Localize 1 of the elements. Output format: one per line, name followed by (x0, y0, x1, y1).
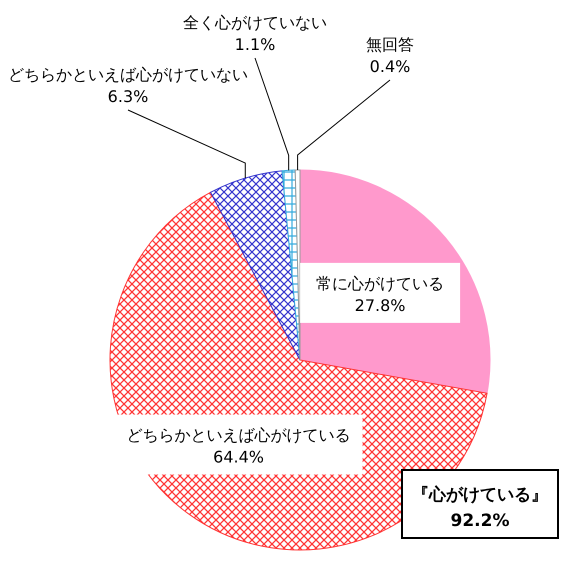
text: 『心がけている』 92.2% (412, 485, 548, 531)
